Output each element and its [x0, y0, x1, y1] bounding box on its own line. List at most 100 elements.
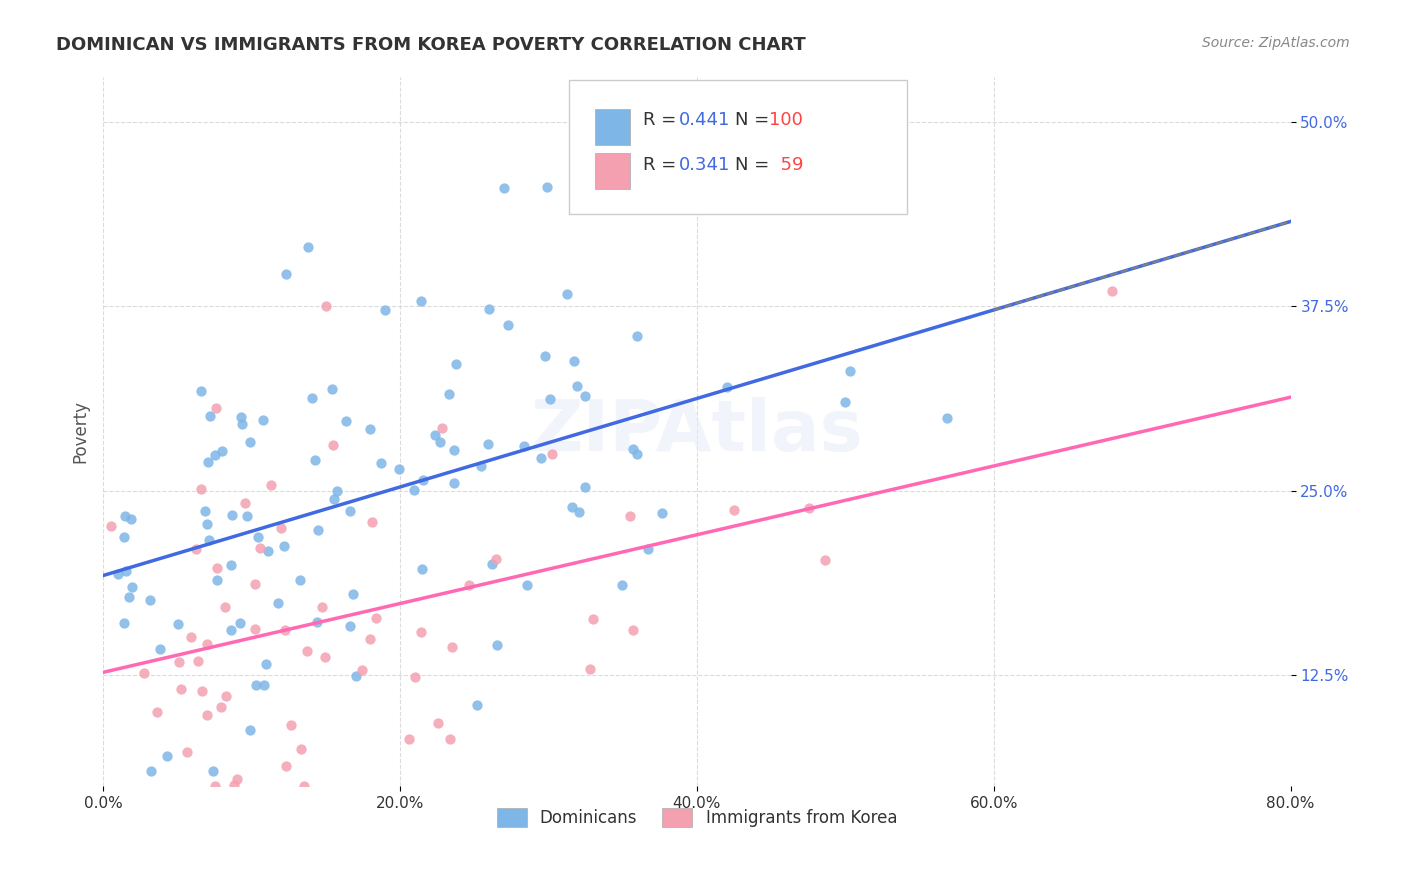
Point [297, 240, 319, 254]
Point [430, 421, 453, 435]
Point [443, 443, 465, 458]
Point [402, 483, 425, 498]
Point [214, 690, 236, 704]
Point [205, 401, 228, 416]
Point [626, 447, 648, 461]
Point [166, 616, 188, 631]
Point [439, 731, 461, 746]
Point [176, 745, 198, 759]
Point [621, 442, 644, 456]
Point [270, 521, 292, 535]
Point [233, 496, 256, 510]
Point [838, 364, 860, 378]
Point [335, 414, 357, 428]
Point [249, 541, 271, 555]
Text: R =: R = [643, 156, 682, 174]
Point [221, 558, 243, 572]
Point [170, 681, 193, 696]
Point [274, 267, 297, 281]
Point [498, 318, 520, 332]
Point [259, 478, 281, 492]
Point [180, 631, 202, 645]
Point [446, 357, 468, 371]
Point [121, 581, 143, 595]
Point [290, 742, 312, 756]
Point [156, 748, 179, 763]
Point [274, 759, 297, 773]
Point [219, 623, 242, 637]
Point [222, 778, 245, 792]
Point [344, 669, 367, 683]
Text: R =: R = [643, 112, 682, 129]
Point [204, 448, 226, 462]
Point [273, 539, 295, 553]
Point [619, 508, 641, 523]
Text: 100: 100 [769, 112, 803, 129]
Point [492, 181, 515, 195]
Point [626, 328, 648, 343]
Point [481, 557, 503, 571]
Point [412, 473, 434, 487]
Point [388, 461, 411, 475]
Point [560, 500, 582, 515]
Point [610, 578, 633, 592]
Point [202, 764, 225, 778]
Point [107, 566, 129, 581]
Text: N =: N = [735, 156, 775, 174]
Point [562, 354, 585, 368]
Point [205, 561, 228, 575]
Point [404, 670, 426, 684]
Point [352, 664, 374, 678]
Point [231, 410, 253, 425]
Point [190, 384, 212, 398]
Point [326, 484, 349, 499]
Point [339, 618, 361, 632]
Point [359, 422, 381, 436]
Point [139, 764, 162, 778]
Point [799, 501, 821, 516]
Point [565, 378, 588, 392]
Point [292, 779, 315, 793]
Point [112, 530, 135, 544]
Point [288, 573, 311, 587]
Point [195, 516, 218, 531]
Point [621, 623, 644, 637]
Point [515, 578, 537, 592]
Point [256, 544, 278, 558]
Point [555, 286, 578, 301]
Point [470, 459, 492, 474]
Point [411, 561, 433, 575]
Point [112, 615, 135, 630]
Point [186, 542, 208, 557]
Point [247, 530, 270, 544]
Point [574, 388, 596, 402]
Point [443, 476, 465, 491]
Point [245, 622, 267, 636]
Point [530, 451, 553, 466]
Text: ZIPAtlas: ZIPAtlas [530, 397, 863, 467]
Point [533, 349, 555, 363]
Point [477, 437, 499, 451]
Point [935, 410, 957, 425]
Point [440, 640, 463, 654]
Point [190, 683, 212, 698]
Point [149, 641, 172, 656]
Point [197, 455, 219, 469]
Point [361, 515, 384, 529]
Point [339, 504, 361, 518]
Point [253, 677, 276, 691]
Point [538, 392, 561, 407]
Point [513, 439, 536, 453]
Point [723, 503, 745, 517]
Point [118, 590, 141, 604]
Text: 0.441: 0.441 [679, 112, 731, 129]
Point [198, 533, 221, 547]
Point [205, 573, 228, 587]
Point [478, 302, 501, 317]
Point [194, 503, 217, 517]
Point [239, 435, 262, 450]
Point [254, 657, 277, 672]
Point [370, 456, 392, 470]
Point [398, 731, 420, 746]
Point [295, 643, 318, 657]
